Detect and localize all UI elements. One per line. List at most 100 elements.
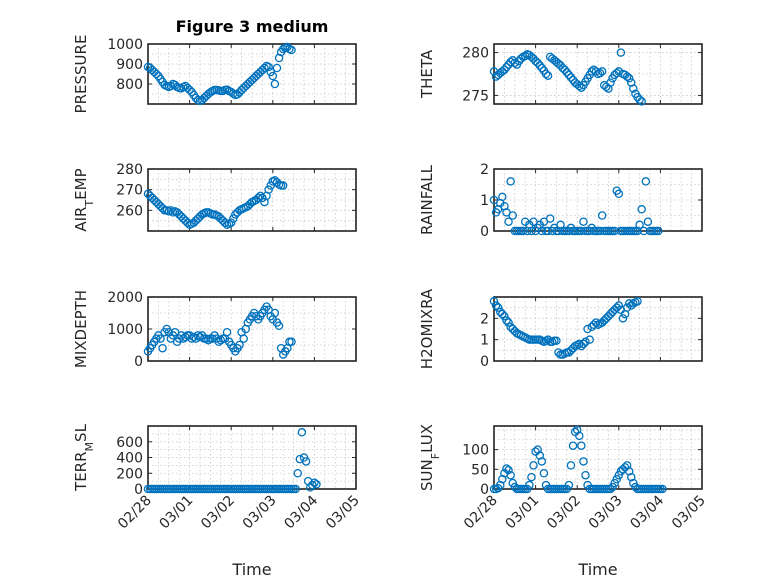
data-point — [579, 217, 588, 226]
data-point — [658, 484, 667, 494]
data-point — [181, 332, 190, 342]
series-terr_msl — [143, 428, 321, 494]
subplot-air_temp: 260 270 280 AIRTEMP — [72, 162, 357, 232]
y-axis-label: MIXDEPTH — [72, 290, 90, 368]
data-point — [527, 472, 536, 482]
data-point — [312, 480, 321, 489]
data-point — [581, 470, 590, 480]
data-point — [597, 67, 607, 76]
data-point — [495, 480, 505, 490]
data-point — [624, 299, 634, 308]
data-point — [612, 68, 621, 78]
data-point — [627, 472, 636, 482]
data-point — [500, 65, 509, 74]
data-point — [502, 316, 511, 325]
data-point — [545, 214, 555, 223]
series-rainfall — [489, 177, 663, 236]
data-point — [264, 185, 273, 194]
y-axis-label: H2OMIXRA — [418, 288, 436, 369]
data-point — [297, 428, 307, 437]
data-point — [310, 478, 319, 487]
data-point — [185, 85, 194, 95]
data-point — [629, 84, 638, 93]
data-point — [639, 226, 649, 236]
data-point — [575, 81, 584, 91]
data-point — [291, 484, 300, 494]
data-point — [533, 58, 542, 68]
x-tick-label: 03/05 — [323, 493, 363, 533]
y-tick-label: 2000 — [107, 290, 143, 306]
data-point — [568, 441, 578, 450]
y-tick-label: 1 — [480, 333, 489, 349]
data-point — [535, 61, 545, 70]
y-tick-label: 2 — [480, 162, 489, 178]
data-point — [606, 78, 615, 87]
y-tick-label: 1000 — [107, 37, 143, 53]
x-tick-label: 03/01 — [503, 493, 543, 533]
data-point — [583, 324, 592, 334]
data-point — [158, 343, 167, 353]
y-tick-label: 1000 — [107, 322, 143, 338]
data-point — [539, 468, 549, 478]
y-tick-label: 280 — [462, 46, 489, 62]
data-point — [641, 177, 651, 186]
series-theta — [489, 48, 646, 106]
y-tick-label: 0 — [480, 482, 489, 498]
y-tick-label: 0 — [480, 354, 489, 370]
y-axis-label: SUNFLUX — [418, 424, 442, 491]
data-point — [537, 63, 547, 73]
data-point — [500, 311, 509, 321]
data-point — [504, 318, 513, 327]
data-point — [624, 467, 634, 476]
subplot-sun_flux: 0 50 100 02/28 03/01 03/02 03/03 03/04 03/05 SUNF… — [418, 424, 709, 579]
data-point — [635, 220, 644, 230]
x-tick-label: 02/28 — [115, 493, 155, 533]
data-point — [222, 327, 232, 337]
subplot-theta: 275 280 THETA — [418, 43, 703, 106]
data-point — [504, 217, 513, 226]
data-point — [301, 457, 311, 466]
data-point — [564, 480, 574, 490]
data-point — [541, 69, 551, 79]
axes-frame — [147, 43, 357, 105]
data-point — [274, 321, 284, 331]
data-point — [506, 470, 515, 480]
axes-frame — [147, 168, 357, 232]
series-mixdepth — [143, 302, 296, 359]
data-point — [189, 332, 199, 342]
data-point — [622, 303, 632, 312]
data-point — [268, 71, 278, 81]
data-point — [591, 67, 601, 76]
data-point — [502, 62, 511, 72]
y-tick-label: 800 — [116, 77, 143, 93]
data-point — [270, 308, 280, 318]
data-point — [493, 303, 503, 312]
data-point — [581, 337, 590, 347]
data-point — [520, 51, 530, 61]
y-tick-label: 280 — [116, 162, 143, 178]
data-point — [537, 457, 547, 466]
data-point — [614, 67, 624, 76]
data-point — [216, 335, 226, 345]
data-point — [591, 318, 601, 327]
x-tick-label: 03/03 — [240, 493, 280, 533]
data-point — [287, 45, 296, 55]
data-point — [220, 218, 230, 227]
y-tick-label: 0 — [134, 354, 143, 370]
data-point — [535, 451, 545, 460]
x-tick-label: 03/05 — [669, 493, 709, 533]
y-tick-label: 260 — [116, 203, 143, 219]
data-point — [654, 226, 663, 236]
y-tick-label: 100 — [462, 443, 489, 459]
data-point — [622, 72, 632, 81]
data-point — [506, 177, 515, 186]
x-axis-label: Time — [231, 560, 271, 579]
y-tick-label: 1 — [480, 193, 489, 209]
data-point — [239, 334, 248, 343]
data-point — [195, 332, 205, 342]
data-point — [597, 211, 607, 220]
data-point — [552, 336, 561, 345]
data-point — [235, 340, 244, 350]
data-point — [516, 54, 526, 63]
